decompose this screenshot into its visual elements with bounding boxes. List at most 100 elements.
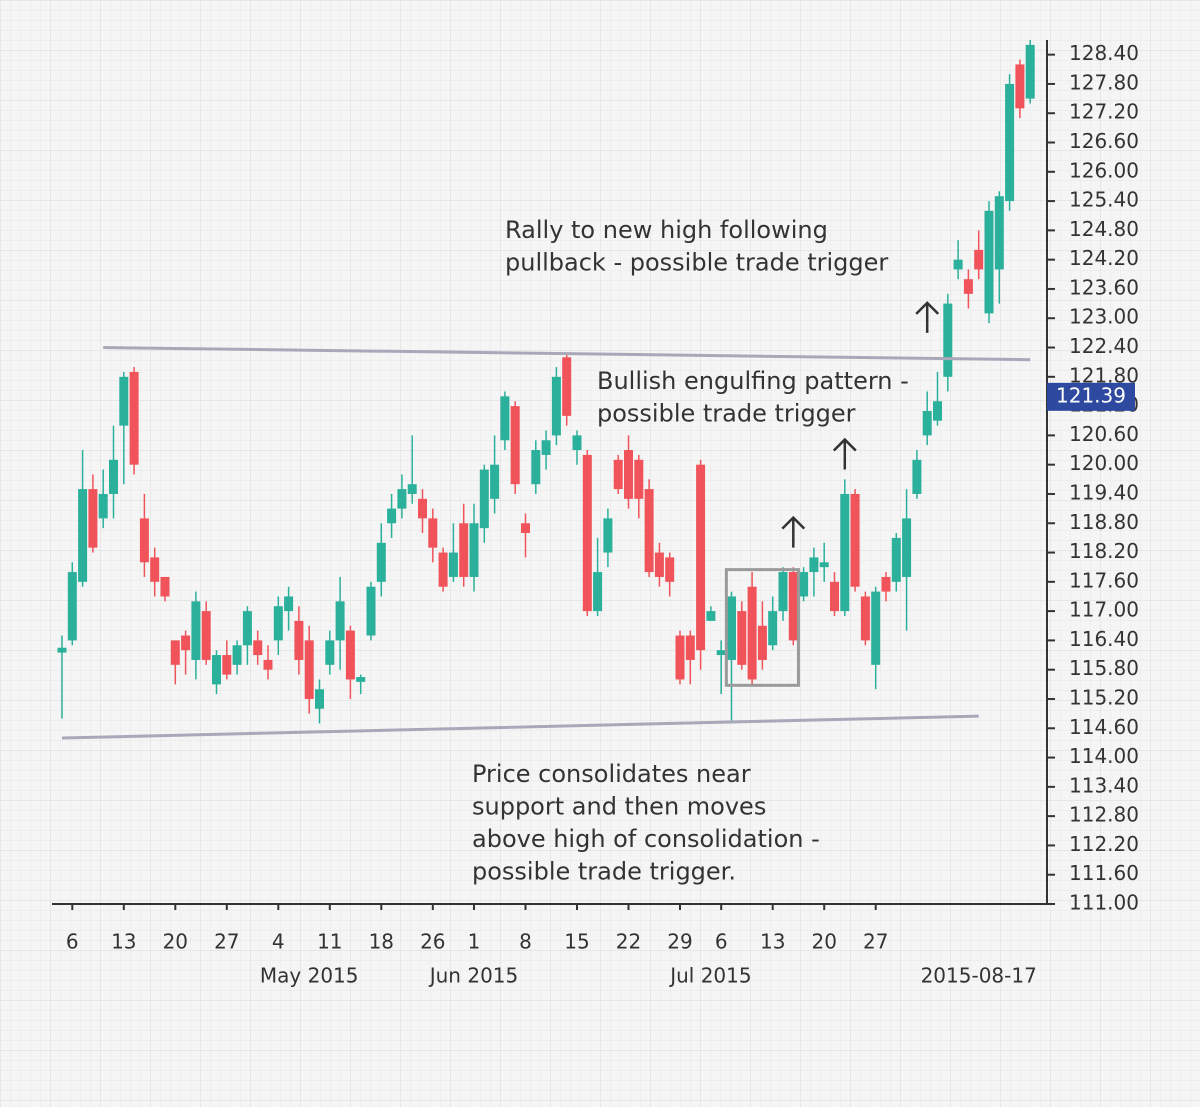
x-tick-label: 18	[369, 930, 394, 954]
candle-body	[778, 572, 788, 612]
candle-body	[98, 493, 108, 519]
candle-body	[418, 498, 427, 519]
candle-body	[242, 611, 252, 646]
y-tick-label: 124.80	[1069, 217, 1139, 241]
candle-body	[902, 518, 912, 577]
candle-body	[531, 450, 541, 485]
candle-body	[253, 640, 263, 656]
y-tick-label: 112.80	[1069, 803, 1139, 827]
candle-body	[387, 508, 397, 524]
candle-body	[644, 489, 654, 573]
candle-body	[654, 552, 664, 577]
candle-body	[325, 640, 335, 665]
candle-body	[67, 572, 77, 641]
x-tick-label: 29	[667, 930, 692, 954]
candle-body	[335, 601, 345, 641]
x-tick-label: 8	[519, 930, 532, 954]
y-tick-label: 116.40	[1069, 627, 1139, 651]
candle-body	[757, 625, 767, 660]
candle-body	[922, 410, 932, 436]
x-tick-label: 20	[163, 930, 188, 954]
candle-body	[891, 537, 901, 582]
candle-body	[665, 557, 675, 582]
x-tick-label: 6	[66, 930, 79, 954]
candle-body	[438, 552, 448, 587]
month-label: Jul 2015	[668, 964, 751, 988]
candle-body	[551, 376, 561, 436]
candle-body	[490, 464, 500, 499]
candle-body	[459, 523, 469, 577]
up-arrow	[781, 515, 806, 548]
y-tick-label: 115.20	[1069, 685, 1139, 709]
candle-body	[366, 586, 376, 636]
y-tick-label: 127.80	[1069, 70, 1139, 94]
x-tick-label: 26	[420, 930, 445, 954]
candle-body	[613, 459, 623, 490]
candle-body	[1025, 44, 1035, 99]
x-tick-label: 1	[468, 930, 481, 954]
y-tick-label: 123.00	[1069, 305, 1139, 329]
y-tick-label: 125.40	[1069, 188, 1139, 212]
candle-body	[850, 493, 860, 587]
candle-body	[500, 396, 510, 441]
candle-body	[191, 601, 201, 660]
candle-body	[541, 440, 551, 455]
candle-body	[840, 493, 850, 612]
candle-body	[170, 640, 180, 665]
candle-body	[809, 557, 819, 573]
x-tick-label: 20	[811, 930, 836, 954]
candle-body	[727, 596, 736, 660]
candle-body	[448, 552, 458, 577]
candle-body	[119, 376, 129, 426]
candle-body	[830, 581, 839, 612]
candle-body	[356, 677, 366, 682]
y-tick-label: 118.20	[1069, 539, 1139, 563]
trendline	[61, 714, 979, 740]
candle-body	[799, 572, 809, 597]
candle-body	[881, 576, 891, 592]
y-tick-label: 126.60	[1069, 129, 1139, 153]
candle-body	[696, 464, 706, 651]
x-tick-label: 27	[214, 930, 239, 954]
candle-body	[974, 249, 984, 270]
candle-body	[222, 655, 232, 675]
candle-body	[624, 450, 633, 499]
candle-body	[716, 650, 726, 656]
annotation: Price consolidates near	[472, 760, 751, 788]
y-tick-label: 114.00	[1069, 744, 1139, 768]
y-tick-label: 117.60	[1069, 568, 1139, 592]
month-label: 2015-08-17	[921, 964, 1037, 988]
candle-body	[953, 259, 963, 270]
candle-body	[685, 635, 695, 660]
x-tick-label: 15	[564, 930, 589, 954]
candle-body	[933, 401, 942, 421]
candle-body	[1015, 64, 1025, 109]
candle-body	[943, 303, 953, 377]
annotation: above high of consolidation -	[472, 825, 820, 853]
candle-body	[603, 518, 613, 553]
candle-body	[521, 523, 530, 534]
candle-body	[345, 630, 355, 680]
candle-body	[994, 196, 1004, 270]
candle-body	[675, 635, 685, 680]
y-tick-label: 123.60	[1069, 275, 1139, 299]
price-label: 121.39	[1056, 383, 1126, 407]
candle-body	[139, 518, 149, 563]
candle-body	[212, 655, 221, 685]
y-tick-label: 128.40	[1069, 41, 1139, 65]
candle-body	[912, 459, 922, 494]
candle-body	[304, 640, 314, 699]
candle-body	[78, 489, 88, 582]
candle-body	[593, 572, 603, 612]
candle-body	[634, 459, 644, 499]
candle-body	[294, 620, 304, 660]
y-tick-label: 111.00	[1069, 891, 1139, 915]
y-tick-label: 119.40	[1069, 480, 1139, 504]
y-tick-label: 124.20	[1069, 246, 1139, 270]
candle-body	[315, 689, 324, 709]
candle-body	[150, 557, 160, 582]
up-arrow	[915, 301, 940, 333]
candle-body	[201, 611, 211, 660]
